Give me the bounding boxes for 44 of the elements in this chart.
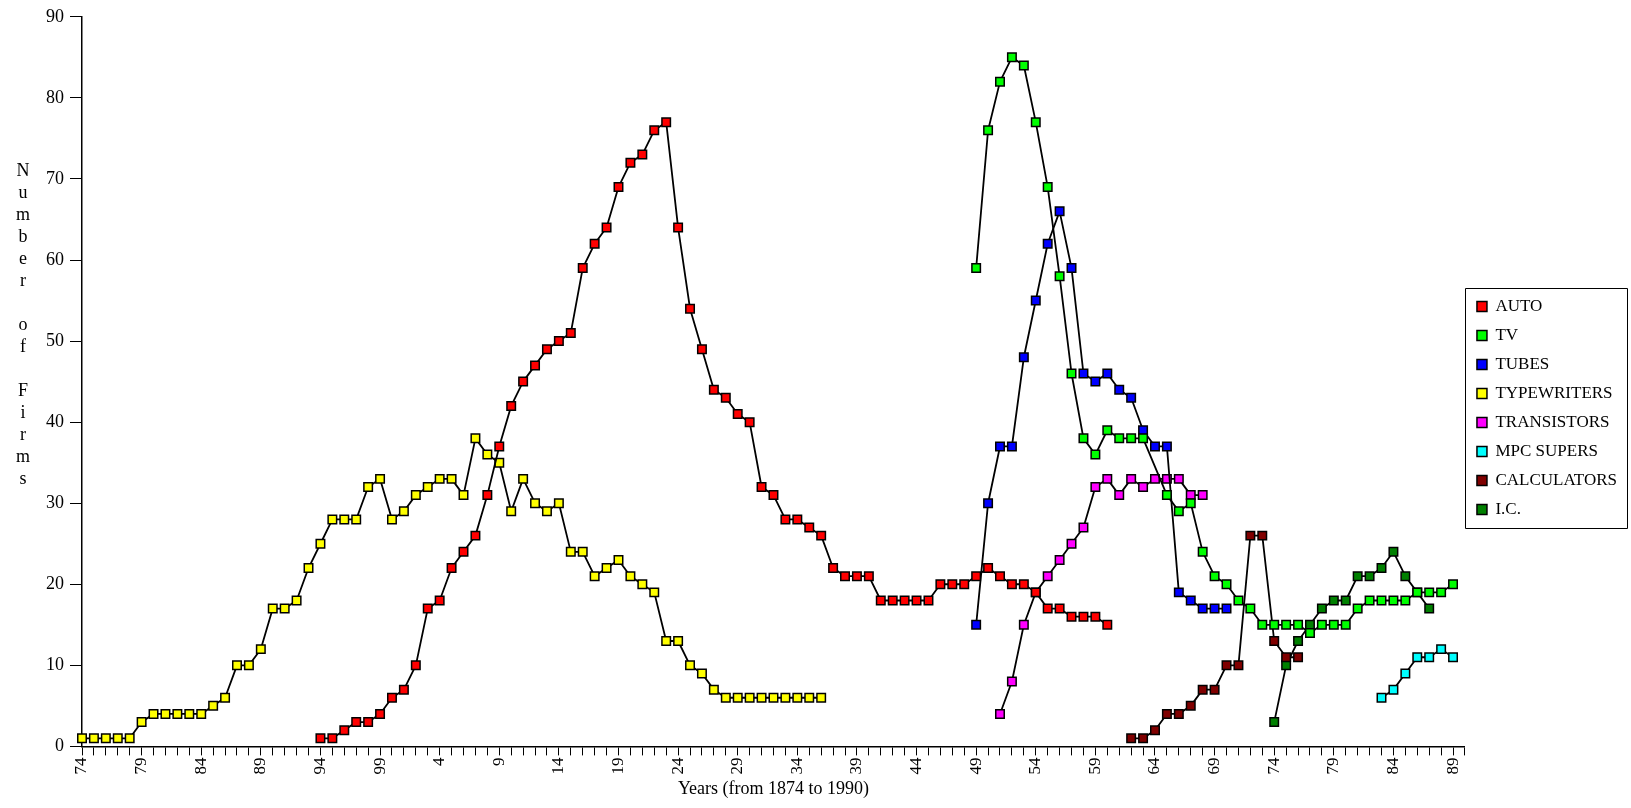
x-tick-label: 9 xyxy=(488,757,508,766)
legend-label: TV xyxy=(1495,324,1519,344)
x-tick-label: 84 xyxy=(1382,756,1402,775)
x-tick-label: 19 xyxy=(607,757,627,775)
x-axis-title: Years (from 1874 to 1990) xyxy=(677,777,870,799)
x-tick-label: 94 xyxy=(309,756,329,775)
y-tick-label: 60 xyxy=(46,248,64,269)
legend-label: AUTO xyxy=(1495,295,1543,315)
legend-label: TRANSISTORS xyxy=(1495,411,1610,431)
y-tick-label: 90 xyxy=(46,5,64,26)
x-tick-label: 14 xyxy=(548,756,568,775)
x-tick-label: 29 xyxy=(727,757,747,775)
x-tick-label: 89 xyxy=(1442,757,1462,775)
legend-label: MPC SUPERS xyxy=(1495,440,1598,460)
x-tick-label: 49 xyxy=(965,757,985,775)
x-tick-label: 34 xyxy=(786,756,806,775)
x-tick-label: 74 xyxy=(1263,756,1283,775)
y-tick-label: 0 xyxy=(55,735,64,756)
x-tick-label: 79 xyxy=(1323,757,1343,775)
x-tick-label: 4 xyxy=(429,756,449,766)
legend-label: CALCULATORS xyxy=(1495,469,1618,489)
x-tick-label: 24 xyxy=(667,756,687,775)
x-tick-label: 64 xyxy=(1144,756,1164,775)
x-tick-label: 39 xyxy=(846,757,866,775)
x-tick-label: 74 xyxy=(71,756,91,775)
y-tick-label: 80 xyxy=(46,86,64,107)
legend-label: TUBES xyxy=(1495,353,1550,373)
y-tick-label: 40 xyxy=(46,410,64,431)
x-tick-label: 99 xyxy=(369,757,389,775)
x-tick-label: 79 xyxy=(131,757,151,775)
legend-label: TYPEWRITERS xyxy=(1495,382,1613,402)
x-tick-label: 84 xyxy=(190,756,210,775)
x-tick-label: 54 xyxy=(1025,756,1045,775)
x-tick-label: 89 xyxy=(250,757,270,775)
y-axis-title: Number of Firms xyxy=(13,160,33,490)
y-tick-label: 30 xyxy=(46,491,64,512)
y-tick-label: 50 xyxy=(46,329,64,350)
y-tick-label: 10 xyxy=(46,654,64,675)
y-tick-label: 20 xyxy=(46,573,64,593)
x-tick-label: 44 xyxy=(906,756,926,775)
x-tick-label: 59 xyxy=(1084,757,1104,775)
legend-label: I.C. xyxy=(1495,498,1521,518)
x-tick-label: 69 xyxy=(1204,757,1224,775)
y-tick-label: 70 xyxy=(46,167,64,188)
